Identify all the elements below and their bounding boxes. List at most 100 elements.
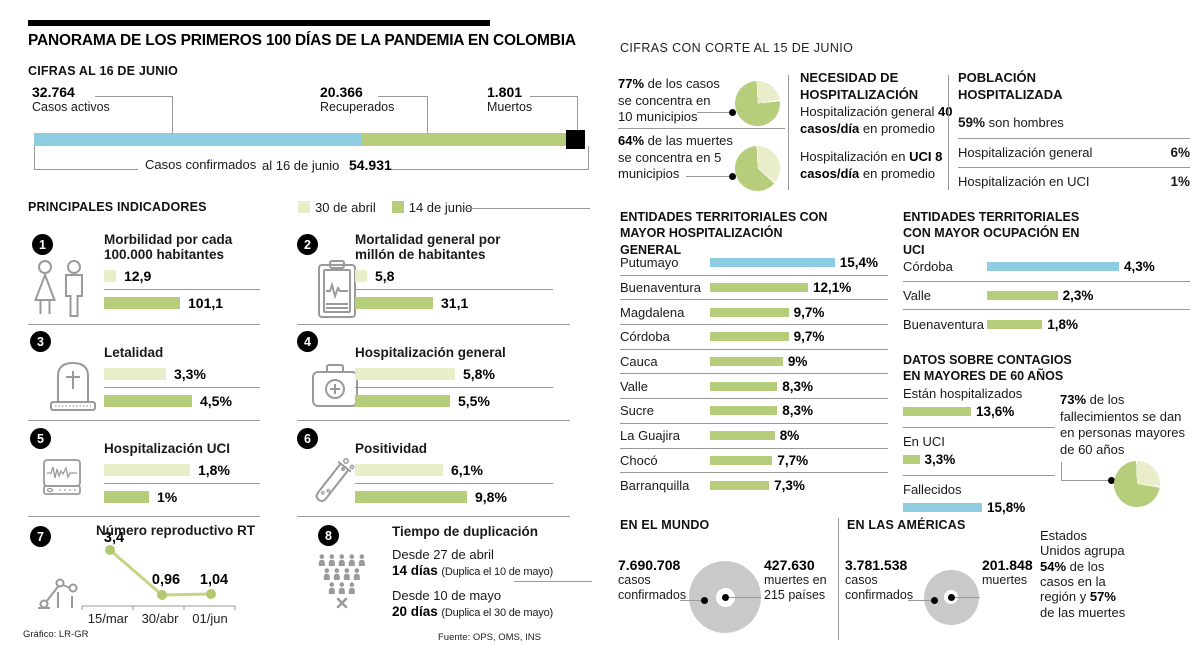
active-cases-callout: 32.764 Casos activos <box>32 85 110 115</box>
over60-chart: Están hospitalizados 13,6% En UCI 3,3% F… <box>903 386 1055 521</box>
rt-line-chart: 3,4 0,96 1,04 15/mar 30/abr 01/jun <box>78 520 248 637</box>
deaths-concentration-pie <box>735 146 780 191</box>
indicator-hospitalization-uci: 5 Hospitalización UCI 1,8% 1% <box>28 424 260 516</box>
indicator-title: Hospitalización UCI <box>104 440 231 456</box>
duplication-from: Desde 27 de abril <box>392 547 494 562</box>
indicator-lethality: 3 Letalidad 3,3% 4,5% <box>28 328 260 420</box>
connector-line <box>378 96 427 97</box>
row-bar <box>987 291 1058 301</box>
row-bar <box>710 431 775 441</box>
row-value: 15,4% <box>839 254 879 270</box>
divider <box>948 75 949 190</box>
confirmed-total-date: al 16 de junio 54.931 <box>262 157 392 173</box>
bar-april-value: 6,1% <box>451 462 483 478</box>
over60-note: 73% de los fallecimientos se dan en pers… <box>1060 392 1186 459</box>
deaths-label: Muertos <box>487 100 533 114</box>
connector-line <box>955 597 980 598</box>
indicator-rt-chart: 7 3,4 0,96 1,04 15/mar 30/abr 01/jun <box>28 520 260 640</box>
table-row: Chocó 7,7% <box>620 447 888 473</box>
rt-point <box>206 589 216 599</box>
row-value: 3,3% <box>924 452 956 467</box>
confirmed-total-value: 54.931 <box>348 157 392 173</box>
need-uci-value: UCI 8 casos/día <box>800 149 943 181</box>
bar-june <box>104 297 180 309</box>
indicator-number-badge: 7 <box>30 526 51 547</box>
indicator-title: Positividad <box>355 440 428 456</box>
page-title-left: PANORAMA DE LOS PRIMEROS 100 <box>28 32 292 49</box>
indicator-positivity: 6 Positividad 6,1% 9,8% <box>297 424 570 516</box>
divider <box>355 289 553 290</box>
indicator-title: Hospitalización general <box>355 344 506 360</box>
bar-june <box>355 297 433 309</box>
indicator-mortality: 2 Mortalidad general por millón de habit… <box>297 230 570 322</box>
legend-rule <box>462 208 590 209</box>
indicator-number-badge: 5 <box>30 428 51 449</box>
active-cases-label: Casos activos <box>32 100 110 114</box>
bar-june-value: 9,8% <box>475 489 507 505</box>
population-row-value: 1% <box>1170 173 1190 189</box>
uci-chart: Córdoba 4,3% Valle 2,3% Buenaventura 1,8% <box>903 252 1190 338</box>
uci-chart-title: ENTIDADES TERRITORIALES CON MAYOR OCUPAC… <box>903 210 1080 257</box>
cases-concentration-pct: 77% <box>618 76 645 91</box>
over60-row: En UCI 3,3% <box>903 428 1055 476</box>
row-bar <box>710 283 808 293</box>
row-label: Putumayo <box>620 254 679 270</box>
bar-june-value: 4,5% <box>200 393 232 409</box>
row-label: Están hospitalizados <box>903 386 1023 401</box>
bar-april-value: 3,3% <box>174 366 206 382</box>
indicator-number-badge: 2 <box>297 234 318 255</box>
americas-title: EN LAS AMÉRICAS <box>847 518 966 532</box>
duplication-days: 20 días <box>392 604 438 619</box>
row-label: Buenaventura <box>903 316 984 332</box>
legend-label-april: 30 de abril <box>315 200 376 215</box>
row-value: 8,3% <box>782 378 813 394</box>
bar-june-value: 5,5% <box>458 393 490 409</box>
indicator-number-badge: 8 <box>318 525 339 546</box>
table-row: Putumayo 15,4% <box>620 250 888 275</box>
divider <box>618 128 785 129</box>
row-label: Chocó <box>620 452 658 468</box>
bracket-line <box>34 169 138 170</box>
connector-dot <box>701 597 708 604</box>
connector-line <box>686 176 733 177</box>
duplication-row: Desde 10 de mayo 20 días (Duplica el 30 … <box>392 588 570 621</box>
connector-line <box>1061 462 1062 481</box>
bracket-line <box>34 146 35 170</box>
rt-xtick: 01/jun <box>192 611 227 626</box>
tombstone-icon <box>50 361 96 411</box>
connector-line <box>728 597 761 598</box>
row-bar <box>710 480 770 490</box>
world-deaths-label: muertes en 215 países <box>764 573 827 602</box>
row-value: 9,7% <box>793 304 825 320</box>
indicators-heading: PRINCIPALES INDICADORES <box>28 200 207 214</box>
row-bar <box>710 381 778 391</box>
cases-concentration-text: 77% de los casos se concentra en 10 muni… <box>618 76 724 126</box>
population-hospitalized-block: POBLACIÓN HOSPITALIZADA 59% son hombres … <box>958 70 1190 196</box>
indicator-number-badge: 3 <box>30 331 51 352</box>
population-row-label: Hospitalización en UCI <box>958 173 1090 189</box>
bar-april-value: 12,9 <box>124 268 152 284</box>
row-bar <box>987 319 1043 329</box>
row-label: Cauca <box>620 354 658 370</box>
usa-note-text: de los casos en la región y <box>1040 558 1106 605</box>
source-credit: Fuente: OPS, OMS, INS <box>438 632 541 643</box>
row-bar <box>710 257 835 267</box>
indicator-morbidity: 1 Morbilidad por cada 100.000 habitantes… <box>28 230 260 322</box>
connector-dot <box>931 597 938 604</box>
indicator-number-badge: 4 <box>297 331 318 352</box>
divider <box>297 516 570 517</box>
deaths-callout: 1.801 Muertos <box>487 85 532 115</box>
recovered-value: 20.366 <box>320 84 363 100</box>
active-segment <box>34 133 362 146</box>
world-cases-label: casos confirmados <box>618 573 687 602</box>
bar-june <box>355 491 467 503</box>
americas-cases-callout: 3.781.538 casos confirmados <box>845 558 913 603</box>
connector-line <box>908 600 934 601</box>
row-label: En UCI <box>903 434 945 449</box>
over60-deaths-pie <box>1114 461 1160 507</box>
connector-line <box>172 96 173 134</box>
world-title: EN EL MUNDO <box>620 518 710 532</box>
row-value: 7,7% <box>777 452 809 468</box>
world-deaths-value: 427.630 <box>764 557 815 573</box>
divider <box>28 516 260 517</box>
